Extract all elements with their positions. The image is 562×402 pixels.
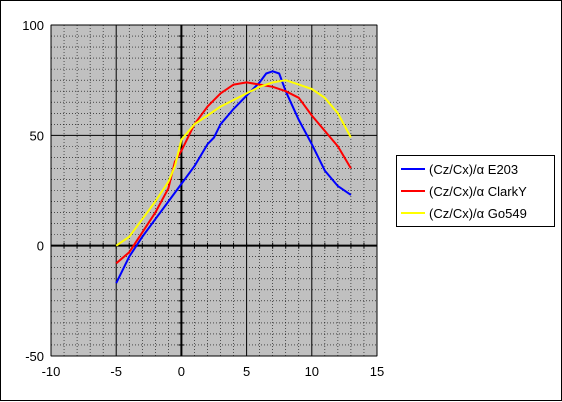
legend: (Cz/Cx)/α E203 (Cz/Cx)/α ClarkY (Cz/Cx)/… xyxy=(396,155,555,227)
x-tick-label: 0 xyxy=(178,364,185,379)
x-tick-label: -10 xyxy=(42,364,61,379)
legend-item-clarky: (Cz/Cx)/α ClarkY xyxy=(397,180,554,202)
legend-item-e203: (Cz/Cx)/α E203 xyxy=(397,158,554,180)
y-tick-label: 100 xyxy=(22,18,44,33)
y-tick-label: 50 xyxy=(30,128,44,143)
legend-label-e203: (Cz/Cx)/α E203 xyxy=(429,161,519,177)
series-line-0 xyxy=(115,70,352,284)
legend-item-go549: (Cz/Cx)/α Go549 xyxy=(397,202,554,224)
y-tick-label: -50 xyxy=(25,349,44,364)
x-tick-label: -5 xyxy=(110,364,122,379)
y-tick-label: 0 xyxy=(37,239,44,254)
series-line-1 xyxy=(115,81,352,265)
legend-swatch-e203 xyxy=(401,168,425,170)
legend-swatch-go549 xyxy=(401,212,425,214)
x-tick-label: 15 xyxy=(370,364,384,379)
legend-label-clarky: (Cz/Cx)/α ClarkY xyxy=(429,183,527,199)
legend-label-go549: (Cz/Cx)/α Go549 xyxy=(429,205,527,221)
x-tick-label: 10 xyxy=(305,364,319,379)
legend-swatch-clarky xyxy=(401,190,425,192)
x-tick-label: 5 xyxy=(243,364,250,379)
series-line-2 xyxy=(115,79,352,247)
